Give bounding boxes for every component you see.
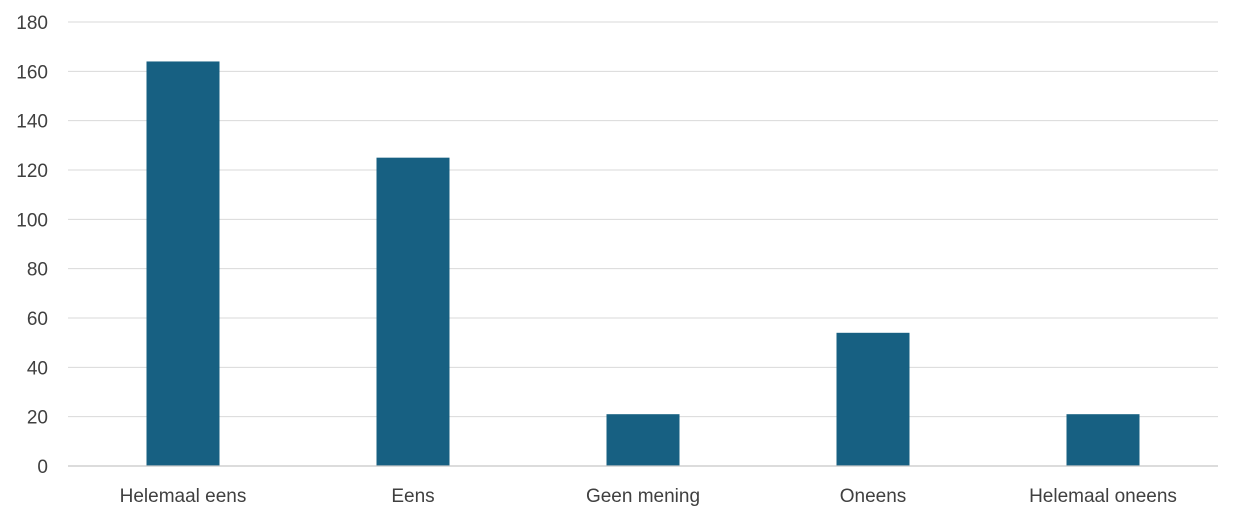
y-tick-label-20: 20	[27, 408, 48, 429]
y-axis-tick-labels: 0 20 40 60 80 100 120 140 160 180	[16, 13, 48, 478]
bars	[146, 61, 1140, 466]
y-tick-label-40: 40	[27, 358, 48, 379]
x-tick-label-eens: Eens	[391, 486, 434, 507]
bar-eens	[376, 157, 450, 466]
x-axis-tick-labels: Helemaal eens Eens Geen mening Oneens Helema…	[120, 486, 1177, 507]
x-tick-label-helemaal-oneens: Helemaal oneens	[1029, 486, 1177, 507]
x-tick-label-helemaal-eens: Helemaal eens	[120, 486, 247, 507]
y-tick-label-120: 120	[16, 161, 48, 182]
x-tick-label-oneens: Oneens	[840, 486, 907, 507]
y-tick-label-60: 60	[27, 309, 48, 330]
x-tick-label-geen-mening: Geen mening	[586, 486, 700, 507]
y-tick-label-180: 180	[16, 13, 48, 34]
gridlines	[68, 21, 1218, 418]
bar-oneens	[836, 332, 910, 466]
bar-geen-mening	[606, 414, 680, 466]
y-tick-label-140: 140	[16, 112, 48, 133]
y-tick-label-100: 100	[16, 210, 48, 231]
y-tick-label-80: 80	[27, 260, 48, 281]
y-tick-label-0: 0	[37, 457, 48, 478]
y-tick-label-160: 160	[16, 62, 48, 83]
bar-helemaal-eens	[146, 61, 220, 466]
bar-helemaal-oneens	[1066, 414, 1140, 466]
